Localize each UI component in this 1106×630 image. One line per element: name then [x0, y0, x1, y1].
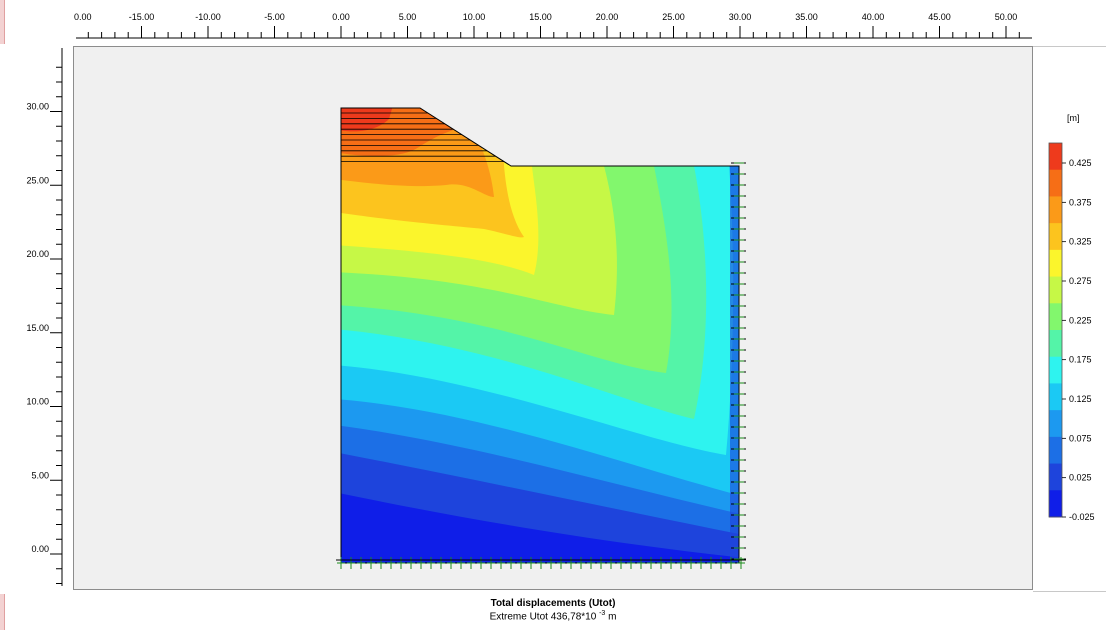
y-tick-label: 25.00 [26, 175, 49, 185]
legend-swatch [1049, 143, 1062, 170]
extreme-value-exponent: -3 [599, 610, 605, 617]
legend-swatch [1049, 170, 1062, 197]
legend-level-label: 0.275 [1069, 276, 1092, 286]
legend-level-label: 0.375 [1069, 197, 1092, 207]
x-tick-label: -5.00 [264, 12, 285, 22]
legend-swatch [1049, 490, 1062, 517]
model-viewport[interactable] [73, 46, 1033, 590]
x-tick-marks [88, 26, 1019, 38]
x-tick-label: 45.00 [928, 12, 951, 22]
legend-color-bar [1049, 143, 1062, 518]
x-tick-label: 20.00 [596, 12, 619, 22]
legend-svg: [m] 0.4250.3750.3250.2750.2250.1750.1250… [1033, 47, 1106, 591]
legend-swatch [1049, 357, 1062, 384]
legend-swatch [1049, 277, 1062, 304]
x-tick-label: 0.00 [74, 12, 92, 22]
horizontal-ruler-svg: 0.00 -15.00 -10.00 -5.00 0.00 5.00 10.00 15.00 2… [70, 0, 1035, 44]
legend-swatch [1049, 223, 1062, 250]
contour-plot[interactable] [74, 47, 1032, 589]
legend-panel: [m] 0.425 0.375 0.325 0.275 0.225 0.175 0.125 0… [1033, 46, 1106, 592]
x-tick-label: 25.00 [662, 12, 685, 22]
x-tick-label: 0.00 [332, 12, 350, 22]
legend-swatch [1049, 437, 1062, 464]
x-tick-label: -10.00 [195, 12, 221, 22]
legend-level-labels: 0.425 0.375 0.325 0.275 0.225 0.175 0.125 0.075… [1062, 158, 1095, 522]
legend-level-label: 0.325 [1069, 237, 1092, 247]
vertical-ruler: 30.00 25.00 20.00 15.00 10.00 5.00 0.00 [0, 44, 70, 594]
legend-swatch [1049, 250, 1062, 277]
y-tick-label: 5.00 [31, 470, 49, 480]
x-tick-label: 10.00 [463, 12, 486, 22]
legend-level-label: 0.175 [1069, 355, 1092, 365]
legend-level-label: 0.075 [1069, 433, 1092, 443]
horizontal-ruler: 0.00 -15.00 -10.00 -5.00 0.00 5.00 10.00 15.00 2… [70, 0, 1035, 44]
x-tick-label: 50.00 [995, 12, 1018, 22]
x-tick-label: -15.00 [129, 12, 155, 22]
x-tick-labels: 0.00 -15.00 -10.00 -5.00 0.00 5.00 10.00 15.00 2… [74, 12, 1017, 22]
legend-level-label: 0.225 [1069, 315, 1092, 325]
legend-swatch [1049, 410, 1062, 437]
x-tick-label: 30.00 [729, 12, 752, 22]
x-tick-label: 5.00 [399, 12, 417, 22]
plot-caption: Total displacements (Utot) Extreme Utot … [0, 594, 1106, 630]
legend-swatch [1049, 330, 1062, 357]
y-tick-labels: 30.00 25.00 20.00 15.00 10.00 5.00 0.00 [26, 102, 49, 555]
plot-title: Total displacements (Utot) [0, 598, 1106, 609]
y-tick-label: 15.00 [26, 323, 49, 333]
legend-swatch [1049, 196, 1062, 223]
legend-swatch [1049, 464, 1062, 491]
legend-level-label: 0.025 [1069, 473, 1092, 483]
vertical-ruler-svg: 30.00 25.00 20.00 15.00 10.00 5.00 0.00 [0, 44, 70, 594]
legend-swatch [1049, 383, 1062, 410]
y-tick-label: 10.00 [26, 397, 49, 407]
extreme-value-line: Extreme Utot 436,78*10 -3 m [0, 610, 1106, 622]
x-tick-label: 15.00 [529, 12, 552, 22]
extreme-value-unit: m [608, 611, 616, 622]
y-tick-marks [50, 67, 62, 583]
legend-level-label: 0.425 [1069, 158, 1092, 168]
legend-level-label: -0.025 [1069, 512, 1095, 522]
y-tick-label: 20.00 [26, 249, 49, 259]
extreme-value-text: Extreme Utot 436,78*10 [490, 611, 597, 622]
legend-unit-label: [m] [1067, 113, 1080, 123]
y-tick-label: 0.00 [31, 544, 49, 554]
x-tick-label: 40.00 [862, 12, 885, 22]
x-tick-label: 35.00 [795, 12, 818, 22]
displacement-contours [334, 102, 754, 572]
y-tick-label: 30.00 [26, 102, 49, 112]
legend-swatch [1049, 303, 1062, 330]
legend-level-label: 0.125 [1069, 394, 1092, 404]
right-edge-band [730, 166, 739, 563]
